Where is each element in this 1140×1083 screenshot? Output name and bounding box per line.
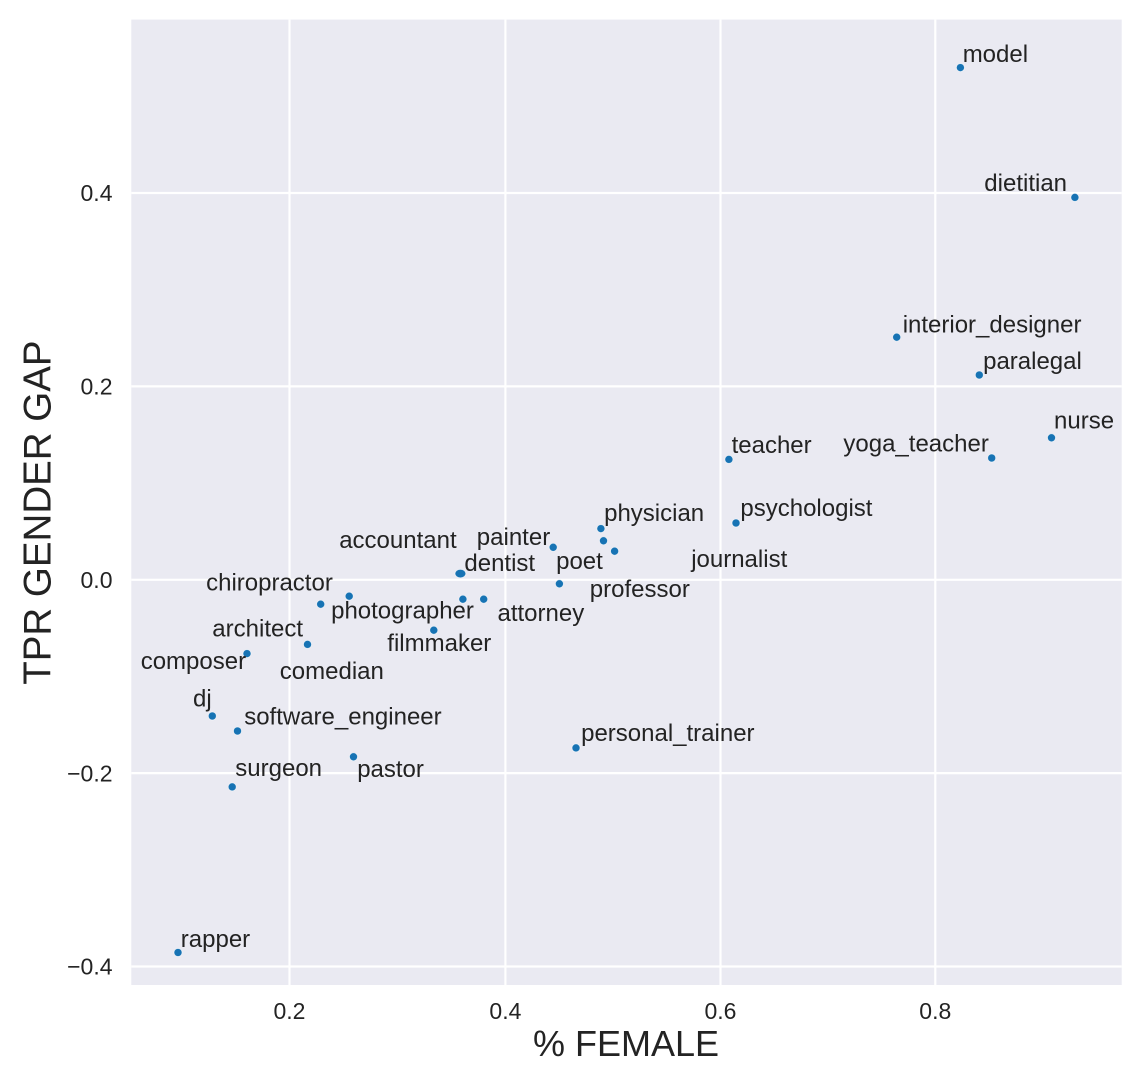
svg-text:painter: painter [477, 524, 550, 551]
svg-text:dj: dj [193, 686, 212, 713]
svg-text:0.4: 0.4 [81, 180, 113, 206]
svg-text:rapper: rapper [181, 926, 250, 953]
svg-text:attorney: attorney [498, 600, 585, 627]
svg-text:0.2: 0.2 [274, 998, 306, 1024]
svg-text:−0.4: −0.4 [67, 954, 113, 980]
svg-text:photographer: photographer [331, 598, 474, 625]
svg-text:comedian: comedian [280, 658, 384, 685]
svg-text:TPR GENDER GAP: TPR GENDER GAP [17, 340, 60, 684]
svg-text:architect: architect [212, 616, 303, 643]
svg-text:−0.2: −0.2 [67, 760, 112, 786]
svg-text:0.0: 0.0 [81, 567, 113, 593]
svg-text:professor: professor [590, 576, 690, 603]
svg-text:psychologist: psychologist [740, 495, 872, 522]
svg-text:chiropractor: chiropractor [206, 570, 333, 597]
svg-text:journalist: journalist [690, 546, 787, 573]
svg-text:nurse: nurse [1054, 408, 1114, 435]
svg-text:composer: composer [141, 648, 246, 675]
svg-text:pastor: pastor [357, 756, 424, 783]
svg-text:0.2: 0.2 [81, 374, 113, 400]
svg-text:yoga_teacher: yoga_teacher [843, 431, 988, 458]
svg-text:0.8: 0.8 [919, 998, 951, 1024]
svg-text:paralegal: paralegal [983, 348, 1082, 375]
svg-text:teacher: teacher [732, 432, 812, 459]
svg-text:dentist: dentist [464, 550, 535, 577]
svg-text:dietitian: dietitian [984, 170, 1067, 197]
svg-text:0.4: 0.4 [489, 998, 521, 1024]
svg-text:0.6: 0.6 [705, 998, 737, 1024]
svg-text:interior_designer: interior_designer [903, 312, 1082, 339]
svg-text:accountant: accountant [339, 527, 457, 554]
svg-text:software_engineer: software_engineer [244, 704, 441, 731]
svg-text:physician: physician [604, 500, 704, 527]
svg-text:personal_trainer: personal_trainer [581, 720, 754, 747]
svg-text:surgeon: surgeon [235, 755, 322, 782]
svg-text:poet: poet [556, 548, 603, 575]
svg-text:filmmaker: filmmaker [387, 630, 491, 657]
svg-text:% FEMALE: % FEMALE [533, 1023, 719, 1064]
svg-text:model: model [963, 41, 1028, 68]
